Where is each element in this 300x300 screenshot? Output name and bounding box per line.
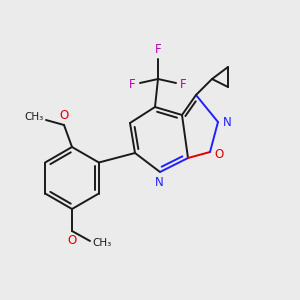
Text: O: O	[214, 148, 224, 160]
Text: F: F	[155, 43, 161, 56]
Text: N: N	[223, 116, 231, 130]
Text: F: F	[129, 77, 136, 91]
Text: N: N	[154, 176, 164, 188]
Text: CH₃: CH₃	[25, 112, 44, 122]
Text: O: O	[68, 234, 76, 247]
Text: F: F	[180, 77, 187, 91]
Text: CH₃: CH₃	[92, 238, 111, 248]
Text: O: O	[59, 109, 69, 122]
